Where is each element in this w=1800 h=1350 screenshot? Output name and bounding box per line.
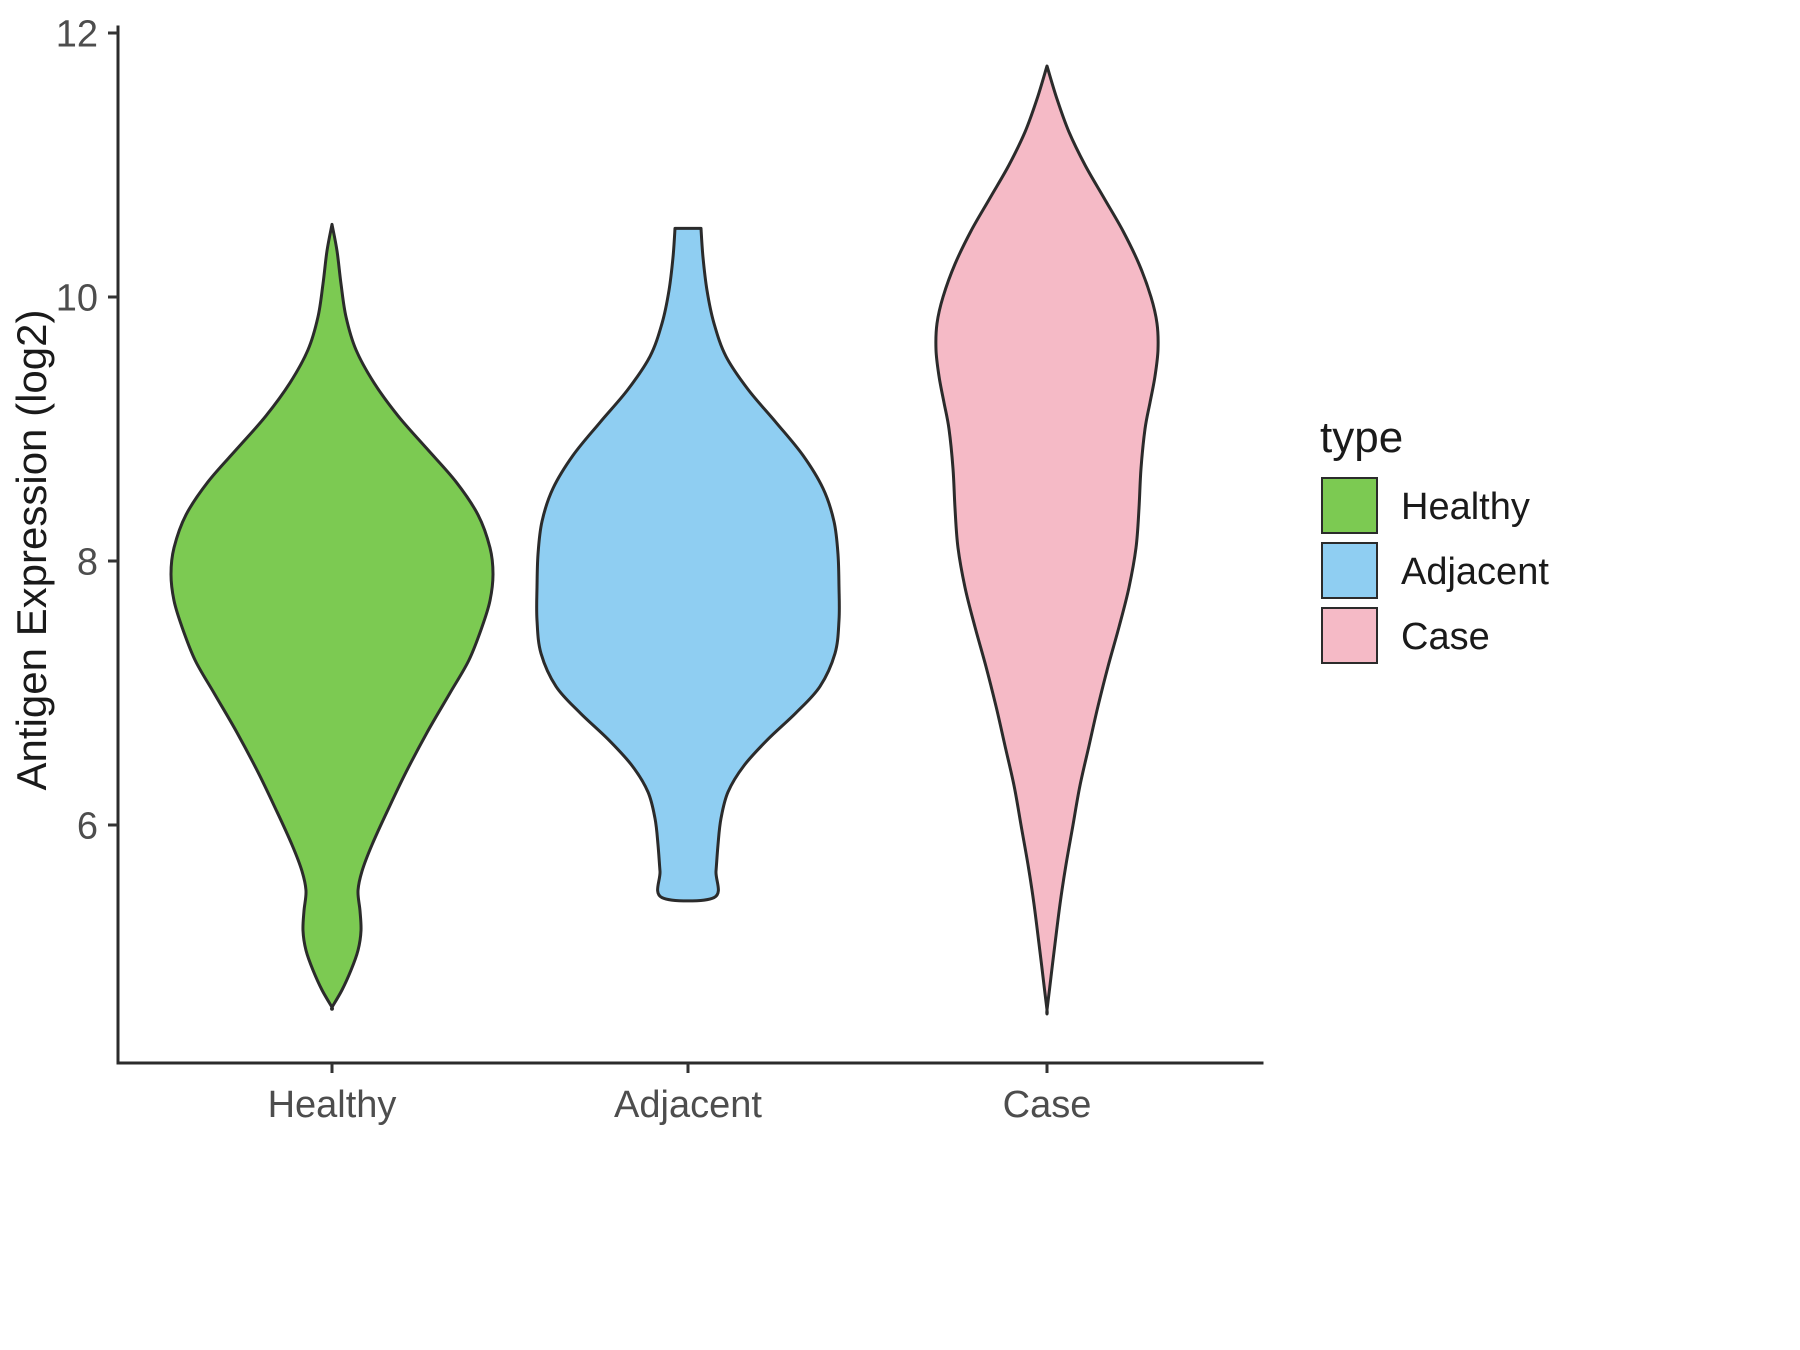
violin-healthy [169, 222, 495, 1011]
y-tick-label: 8 [77, 541, 98, 583]
legend-label-healthy: Healthy [1401, 486, 1530, 528]
y-axis-title: Antigen Expression (log2) [8, 310, 55, 791]
axes-layer: 6 8 10 12 Healthy Adjacent Case [56, 13, 1264, 1126]
legend-key-adjacent [1321, 542, 1378, 599]
legend-title: type [1320, 413, 1403, 462]
violin-adjacent [535, 226, 841, 903]
x-tick-label: Adjacent [614, 1084, 762, 1126]
legend-label-case: Case [1401, 616, 1490, 658]
y-tick-label: 6 [77, 805, 98, 847]
legend-key-case [1321, 607, 1378, 664]
legend: Healthy Adjacent Case [1321, 477, 1549, 664]
x-tick-label: Healthy [268, 1084, 397, 1126]
y-tick-label: 12 [56, 13, 98, 55]
x-tick-label: Case [1003, 1084, 1092, 1126]
y-tick-label: 10 [56, 277, 98, 319]
violin-case [934, 64, 1160, 1016]
legend-label-adjacent: Adjacent [1401, 551, 1549, 593]
legend-key-healthy [1321, 477, 1378, 534]
violins-layer [169, 64, 1160, 1016]
